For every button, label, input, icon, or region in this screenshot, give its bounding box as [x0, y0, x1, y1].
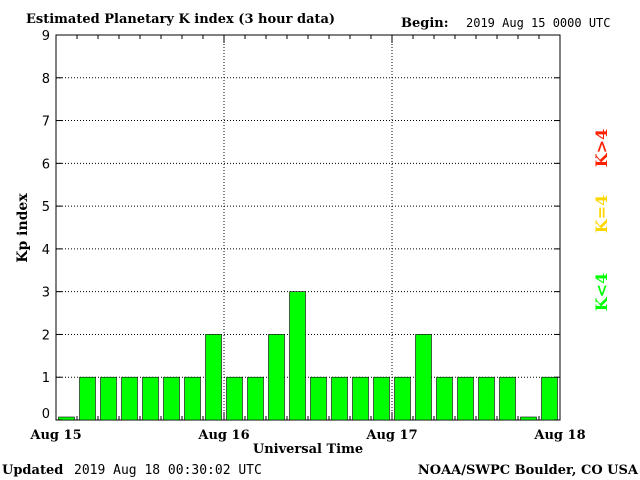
kp-bar [163, 376, 180, 421]
legend-k-above-4: K>4 [592, 129, 611, 167]
kp-bar [520, 416, 537, 421]
kp-bar [205, 334, 222, 421]
kp-bar [352, 376, 369, 421]
updated-label: Updated [2, 463, 63, 478]
y-tick-label: 3 [42, 286, 50, 301]
x-axis-label: Universal Time [253, 442, 363, 457]
kp-bar [58, 416, 75, 421]
y-tick-label: 5 [42, 200, 50, 215]
kp-bar [247, 376, 264, 421]
source-credit: NOAA/SWPC Boulder, CO USA [418, 463, 639, 478]
updated-value: 2019 Aug 18 00:30:02 UTC [74, 463, 262, 478]
y-tick-label: 8 [42, 72, 50, 87]
x-tick-label: Aug 17 [365, 428, 417, 443]
kp-bar [394, 376, 411, 421]
kp-bar [289, 291, 306, 421]
kp-bar [499, 376, 516, 421]
y-tick-label: 6 [42, 157, 50, 172]
kp-bar [457, 376, 474, 421]
kp-bar [310, 376, 327, 421]
kp-bar [373, 376, 390, 421]
kp-bar [268, 334, 285, 421]
x-tick-label: Aug 15 [29, 428, 81, 443]
kp-bar [415, 334, 432, 421]
gridlines [56, 35, 560, 420]
x-tick-label: Aug 16 [197, 428, 249, 443]
y-tick-label: 9 [42, 29, 50, 44]
legend-k-equals-4: K=4 [592, 195, 611, 233]
kp-bar [478, 376, 495, 421]
kp-bar [331, 376, 348, 421]
kp-bar [142, 376, 159, 421]
y-tick-label: 4 [42, 243, 50, 258]
chart-title: Estimated Planetary K index (3 hour data… [26, 12, 335, 27]
legend-k-below-4: K<4 [592, 273, 611, 311]
kp-bar [184, 376, 201, 421]
y-tick-label: 1 [42, 371, 50, 386]
x-axis-ticks: Aug 15 Aug 16 Aug 17 Aug 18 [29, 35, 586, 443]
kp-bar [79, 376, 96, 421]
bars-group [58, 291, 558, 421]
kp-bar [226, 376, 243, 421]
kp-bar [100, 376, 117, 421]
y-tick-label: 2 [42, 328, 50, 343]
begin-label: Begin: [401, 16, 449, 31]
y-axis-label: Kp index [15, 193, 31, 263]
kp-bar [121, 376, 138, 421]
plot-frame [55, 34, 561, 421]
y-tick-label: 7 [42, 115, 50, 130]
begin-value: 2019 Aug 15 0000 UTC [466, 16, 611, 30]
kp-bar [541, 376, 558, 421]
kp-bar [436, 376, 453, 421]
y-tick-label: 0 [42, 407, 50, 422]
y-axis-ticks: 0 1 2 3 4 5 6 7 8 9 [42, 29, 560, 422]
x-tick-label: Aug 18 [533, 428, 585, 443]
